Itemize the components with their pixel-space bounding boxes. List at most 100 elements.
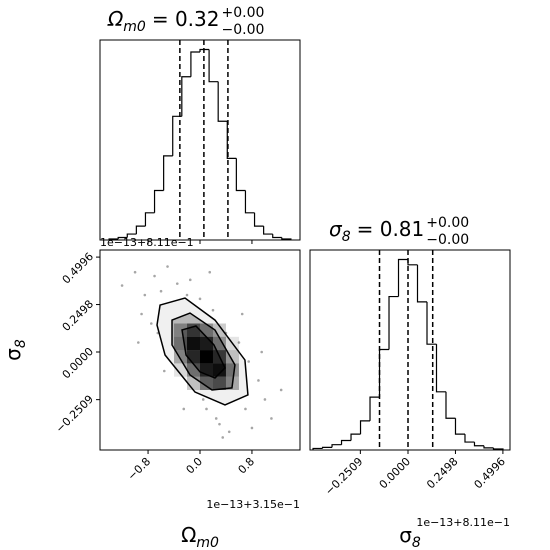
- histogram-step: [144, 212, 155, 227]
- sample-point: [182, 407, 186, 411]
- contour-line: [156, 297, 249, 406]
- title-value: = 0.81: [357, 217, 425, 241]
- title-lower: −0.00: [222, 22, 265, 38]
- histogram-step: [117, 236, 128, 240]
- sample-point: [227, 430, 231, 434]
- x-offset: 1e−13+3.15e−1: [206, 498, 300, 511]
- sample-point: [244, 407, 247, 411]
- sample-point: [201, 398, 205, 401]
- x-tick-label: 0.2498: [424, 455, 460, 491]
- histogram-step: [331, 444, 342, 448]
- x-tick-label: 0.4996: [472, 455, 508, 491]
- y-offset: 1e−13+8.11e−1: [100, 236, 194, 249]
- sample-point: [143, 293, 147, 297]
- histogram-step: [492, 447, 504, 450]
- sample-point: [120, 284, 124, 287]
- density-cell: [212, 363, 226, 377]
- sample-point: [247, 360, 251, 363]
- histogram-step: [321, 446, 333, 449]
- histogram-step: [378, 348, 390, 398]
- histogram-step: [135, 225, 146, 235]
- histogram-step: [226, 121, 237, 159]
- sample-point: [260, 350, 263, 354]
- histogram-step: [153, 189, 164, 213]
- sample-point: [263, 398, 267, 401]
- sample-point: [153, 274, 156, 278]
- histogram-step: [108, 238, 119, 240]
- histogram-step: [244, 190, 255, 214]
- histogram-step: [407, 259, 418, 266]
- axis-label: σ8: [1, 339, 29, 361]
- density-cell: [187, 376, 200, 390]
- histogram-step: [208, 49, 219, 83]
- histogram-step: [397, 258, 409, 297]
- label-subscript: m0: [196, 535, 219, 550]
- axis-label: σ8: [399, 523, 421, 550]
- panel-title: σ8 = 0.81: [329, 217, 424, 245]
- sample-point: [133, 270, 137, 274]
- density-cell: [187, 350, 200, 364]
- contour-line: [181, 325, 226, 379]
- histogram-step: [217, 81, 228, 122]
- sample-point: [205, 407, 208, 411]
- histogram-step: [416, 264, 427, 303]
- density-cell: [200, 336, 213, 351]
- sample-point: [279, 388, 283, 392]
- density-cell: [212, 376, 226, 390]
- density-cell: [174, 323, 188, 337]
- density-cell: [187, 336, 200, 351]
- title-value: = 0.32: [152, 7, 220, 31]
- panel-frame: [99, 39, 301, 241]
- contour-line: [171, 312, 236, 391]
- histogram-step: [388, 295, 399, 350]
- sample-point: [198, 297, 202, 301]
- panel-frame: [309, 249, 511, 451]
- density-cell: [187, 363, 200, 377]
- density-cell: [212, 336, 226, 351]
- density-cell: [187, 323, 200, 337]
- sample-point: [257, 379, 260, 382]
- title-subscript: m0: [123, 19, 146, 35]
- density-cell: [225, 363, 239, 377]
- histogram-step: [350, 433, 361, 441]
- title-upper: +0.00: [426, 215, 469, 231]
- x-offset: 1e−13+8.11e−1: [416, 516, 510, 529]
- histogram-step: [340, 439, 352, 445]
- x-tick-label: 0.0000: [377, 455, 413, 491]
- sample-point: [137, 341, 140, 344]
- histogram-step: [281, 237, 292, 240]
- sample-point: [211, 308, 215, 312]
- axis-label: Ωm0: [181, 523, 219, 550]
- sample-point: [208, 270, 212, 274]
- histogram-step: [369, 396, 380, 421]
- histogram-step: [464, 434, 475, 443]
- sample-point: [240, 312, 244, 316]
- histogram-step: [272, 234, 282, 239]
- label-subscript: 8: [412, 535, 421, 550]
- histogram-step: [190, 51, 200, 77]
- histogram-step: [163, 155, 173, 191]
- histogram-step: [253, 212, 264, 227]
- x-tick-label: −0.2509: [323, 455, 366, 498]
- density-cell: [200, 350, 213, 364]
- sample-point: [214, 417, 218, 420]
- density-cell: [200, 376, 213, 390]
- panel-title: Ωm0 = 0.32: [107, 7, 220, 35]
- title-lower: −0.00: [426, 232, 469, 248]
- sample-point: [162, 369, 166, 373]
- label-symbol: Ω: [181, 523, 196, 547]
- histogram-step: [263, 226, 273, 235]
- density-cell: [200, 323, 213, 337]
- y-tick-label: 0.2498: [60, 297, 96, 333]
- title-subscript: 8: [342, 229, 351, 245]
- histogram-step: [181, 76, 191, 117]
- x-tick-label: −0.8: [125, 455, 153, 483]
- sample-point: [221, 436, 225, 439]
- sample-point: [237, 341, 241, 344]
- x-tick-label: 0.8: [236, 455, 258, 477]
- label-symbol: σ: [1, 348, 25, 361]
- histogram-step: [199, 48, 210, 52]
- x-tick-label: 0.0: [184, 455, 206, 477]
- y-tick-label: −0.2509: [53, 393, 96, 436]
